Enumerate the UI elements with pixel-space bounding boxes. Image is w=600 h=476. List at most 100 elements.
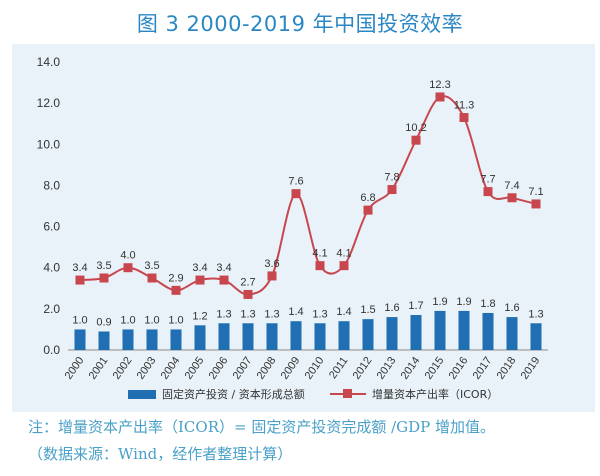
y-tick-label: 2.0 — [43, 302, 60, 316]
chart-svg: 0.0 2.0 4.0 6.0 8.0 10.0 12.0 14.0 1.0 0.9 1.0 1.0 1… — [37, 55, 548, 382]
bar-value-label: 1.0 — [144, 314, 159, 326]
bar-value-label: 1.3 — [264, 308, 279, 320]
icor-point-marker — [339, 261, 349, 271]
x-tick-label: 2019 — [519, 355, 543, 382]
icor-value-label: 3.5 — [96, 260, 111, 272]
x-tick-label: 2008 — [255, 355, 279, 382]
bar-value-label: 0.9 — [96, 316, 111, 328]
icor-value-label: 3.6 — [264, 258, 279, 270]
x-tick-label: 2010 — [303, 355, 327, 382]
bar — [362, 319, 374, 350]
x-tick-label: 2015 — [423, 355, 447, 382]
x-tick-label: 2005 — [183, 355, 207, 382]
legend-bar-label: 固定资产投资 / 资本形成总额 — [162, 388, 305, 401]
legend: 固定资产投资 / 资本形成总额 增量资本产出率（ICOR） — [0, 386, 600, 406]
x-tick-label: 2001 — [87, 355, 111, 382]
y-tick-label: 0.0 — [43, 343, 60, 357]
x-tick-label: 2006 — [207, 355, 231, 382]
icor-value-label: 6.8 — [360, 192, 375, 204]
y-tick-label: 4.0 — [43, 261, 60, 275]
bar-value-label: 1.3 — [312, 308, 327, 320]
bar — [98, 331, 110, 350]
icor-point-marker — [291, 189, 301, 199]
bar — [74, 329, 86, 350]
bar-value-label: 1.2 — [192, 310, 207, 322]
icor-point-marker — [507, 193, 517, 203]
bar-value-label: 1.0 — [120, 314, 135, 326]
icor-value-label: 7.7 — [480, 174, 495, 186]
y-tick-label: 10.0 — [37, 137, 61, 151]
x-tick-label: 2003 — [135, 355, 159, 382]
note-source: （数据来源：Wind，经作者整理计算） — [28, 445, 293, 463]
bar-value-label: 1.6 — [384, 302, 399, 314]
bar — [482, 312, 494, 350]
bar — [194, 325, 206, 350]
icor-point-marker — [459, 113, 469, 123]
bar-value-label: 1.6 — [504, 302, 519, 314]
icor-point-marker — [531, 199, 541, 209]
icor-point-marker — [315, 261, 325, 271]
icor-value-label: 3.4 — [192, 262, 207, 274]
bar-value-label: 1.0 — [72, 314, 87, 326]
x-tick-label: 2002 — [111, 355, 135, 382]
icor-value-label: 4.1 — [312, 248, 327, 260]
icor-value-label: 4.0 — [120, 250, 135, 262]
icor-point-marker — [219, 275, 229, 285]
x-tick-label: 2018 — [495, 355, 519, 382]
bar-value-label: 1.5 — [360, 304, 375, 316]
icor-value-label: 2.9 — [168, 272, 183, 284]
bar — [242, 323, 254, 350]
x-tick-label: 2017 — [471, 355, 495, 382]
legend-line-label: 增量资本产出率（ICOR） — [372, 388, 499, 401]
icor-point-marker — [435, 92, 445, 102]
icor-point-marker — [171, 285, 181, 295]
bar-value-label: 1.9 — [432, 296, 447, 308]
x-tick-label: 2013 — [375, 355, 399, 382]
bar — [506, 317, 518, 350]
bar-value-label: 1.7 — [408, 300, 423, 312]
icor-value-label: 3.4 — [72, 262, 87, 274]
icor-point-marker — [123, 263, 133, 273]
icor-value-label: 7.4 — [504, 180, 519, 192]
bar-value-label: 1.3 — [528, 308, 543, 320]
x-tick-label: 2000 — [63, 355, 87, 382]
y-tick-label: 14.0 — [37, 55, 61, 69]
x-tick-label: 2012 — [351, 355, 375, 382]
icor-value-label: 7.6 — [288, 176, 303, 188]
y-tick-label: 12.0 — [37, 96, 61, 110]
icor-value-label: 3.4 — [216, 262, 231, 274]
icor-value-label: 2.7 — [240, 276, 255, 288]
icor-value-label: 11.3 — [454, 100, 475, 112]
bar — [290, 321, 302, 350]
legend-line-swatch — [330, 388, 366, 400]
bar-value-label: 1.4 — [336, 306, 351, 318]
x-tick-label: 2016 — [447, 355, 471, 382]
icor-point-marker — [267, 271, 277, 281]
x-tick-label: 2014 — [399, 355, 423, 382]
bar — [170, 329, 182, 350]
bar — [338, 321, 350, 350]
bar — [410, 315, 422, 350]
icor-value-label: 10.2 — [405, 122, 426, 134]
legend-item-line: 增量资本产出率（ICOR） — [330, 386, 498, 402]
icor-value-label: 3.5 — [144, 260, 159, 272]
icor-point-marker — [75, 275, 85, 285]
bar-value-label: 1.4 — [288, 306, 303, 318]
bar-value-label: 1.3 — [240, 308, 255, 320]
icor-point-marker — [147, 273, 157, 283]
x-tick-label: 2011 — [327, 355, 350, 381]
legend-bar-swatch — [128, 389, 156, 399]
icor-point-marker — [99, 273, 109, 283]
x-tick-label: 2004 — [159, 355, 183, 382]
icor-value-label: 7.1 — [528, 186, 543, 198]
bar — [146, 329, 158, 350]
bar — [458, 310, 470, 350]
note-formula: 注：增量资本产出率（ICOR）= 固定资产投资完成额 /GDP 增加值。 — [28, 418, 496, 436]
icor-point-marker — [363, 205, 373, 215]
icor-value-label: 12.3 — [429, 79, 450, 91]
bar-value-label: 1.3 — [216, 308, 231, 320]
icor-point-marker — [483, 187, 493, 197]
x-tick-label: 2009 — [279, 355, 303, 382]
icor-point-marker — [387, 185, 397, 195]
icor-value-label: 7.8 — [384, 172, 399, 184]
